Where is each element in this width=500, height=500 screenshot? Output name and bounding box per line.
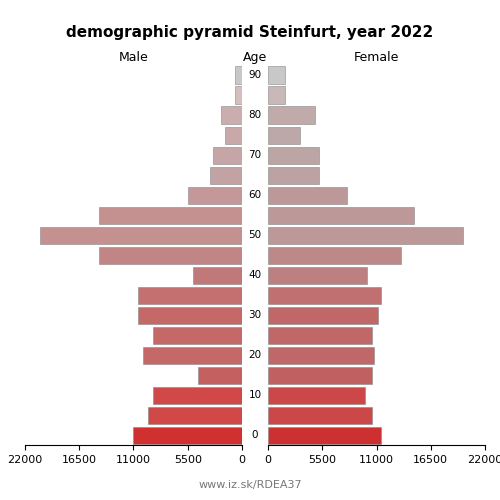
Bar: [268, 86, 285, 104]
Bar: [268, 106, 316, 124]
Bar: [40, 226, 242, 244]
Text: 40: 40: [248, 270, 262, 280]
Text: 0: 0: [252, 430, 258, 440]
Bar: [144, 346, 242, 364]
Bar: [225, 126, 242, 144]
Bar: [222, 106, 242, 124]
Text: 80: 80: [248, 110, 262, 120]
Bar: [192, 266, 242, 283]
Bar: [214, 146, 242, 164]
Bar: [268, 206, 414, 224]
Bar: [268, 366, 372, 384]
Bar: [268, 246, 401, 264]
Bar: [198, 366, 242, 384]
Bar: [99, 206, 242, 224]
Bar: [153, 326, 242, 344]
Bar: [138, 306, 242, 324]
Bar: [268, 166, 320, 184]
Bar: [138, 286, 242, 304]
Bar: [268, 346, 374, 364]
Bar: [134, 426, 242, 444]
Bar: [235, 66, 242, 84]
Bar: [153, 386, 242, 404]
Text: 10: 10: [248, 390, 262, 400]
Bar: [268, 406, 372, 424]
Bar: [268, 306, 378, 324]
Bar: [268, 426, 382, 444]
Bar: [268, 226, 464, 244]
Bar: [268, 326, 372, 344]
Bar: [99, 246, 242, 264]
Bar: [148, 406, 242, 424]
Bar: [268, 126, 300, 144]
Title: Female: Female: [354, 51, 399, 64]
Title: Age: Age: [243, 51, 267, 64]
Text: demographic pyramid Steinfurt, year 2022: demographic pyramid Steinfurt, year 2022: [66, 25, 434, 40]
Bar: [188, 186, 242, 204]
Text: www.iz.sk/RDEA37: www.iz.sk/RDEA37: [198, 480, 302, 490]
Bar: [268, 146, 320, 164]
Text: 60: 60: [248, 190, 262, 200]
Bar: [268, 66, 285, 84]
Text: 30: 30: [248, 310, 262, 320]
Text: 50: 50: [248, 230, 262, 240]
Bar: [268, 286, 382, 304]
Bar: [235, 86, 242, 104]
Bar: [268, 386, 364, 404]
Bar: [210, 166, 242, 184]
Text: 20: 20: [248, 350, 262, 360]
Bar: [268, 186, 347, 204]
Text: 90: 90: [248, 70, 262, 80]
Title: Male: Male: [118, 51, 148, 64]
Text: 70: 70: [248, 150, 262, 160]
Bar: [268, 266, 366, 283]
